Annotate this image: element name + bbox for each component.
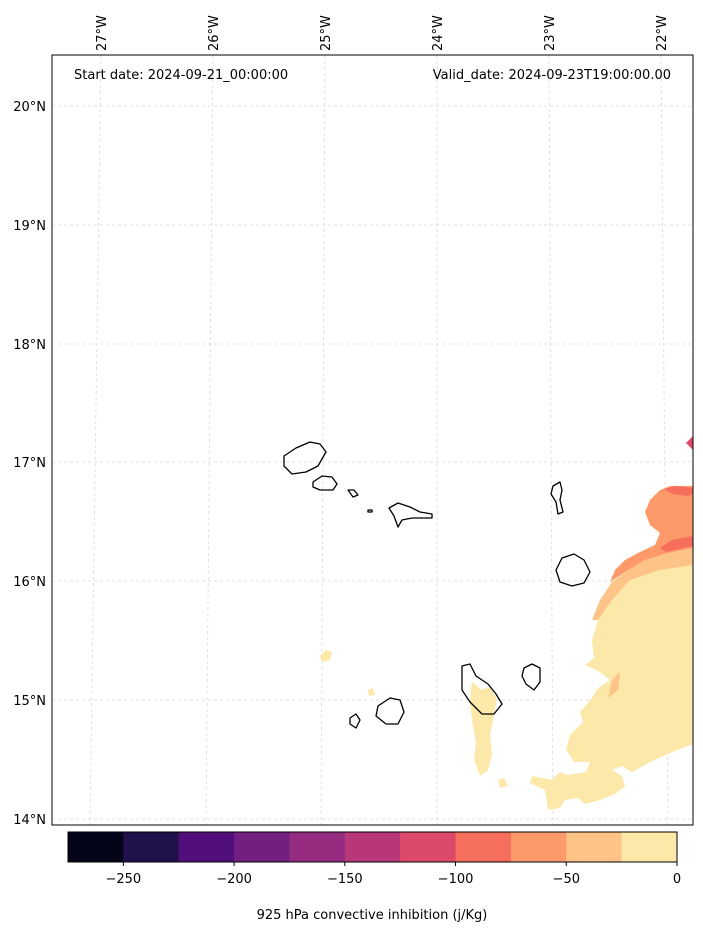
island-sal [550,481,564,515]
island-maio [521,663,541,691]
latitude-labels: 20°N 19°N 18°N 17°N 16°N 15°N 14°N [13,100,46,828]
lon-label-23w: 23°W [543,15,558,51]
island-raso [367,509,373,513]
cin-region-0-to-25-c [470,682,497,776]
cin-region-100-to-125 [686,436,693,450]
colorbar-tick-label: 0 [673,872,681,887]
colorbar-cell [178,832,235,862]
lon-label-26w: 26°W [207,15,222,51]
meridian-26w [205,54,214,826]
lat-label-17n: 17°N [13,456,46,471]
island-santa-luzia [347,489,359,498]
map-background [52,55,693,825]
lat-label-14n: 14°N [13,813,46,828]
island-boa-vista [555,553,591,587]
meridian-27w [89,54,102,826]
cin-region-0-to-25-e [498,778,508,788]
colorbar-cell [566,832,623,862]
colorbar-tick-label: −100 [438,872,474,887]
cin-region-75-to-100 [664,486,693,496]
lon-label-24w: 24°W [431,15,446,51]
colorbar-tick-label: −200 [216,872,252,887]
lon-label-25w: 25°W [319,15,334,51]
colorbar-cell [621,832,678,862]
cin-field [320,436,693,810]
longitude-labels: 27°W 26°W 25°W 24°W 23°W 22°W [95,15,670,51]
colorbar-tick-label: −50 [553,872,580,887]
gridlines [52,54,693,826]
lon-label-27w: 27°W [95,15,110,51]
meridian-25w [320,54,326,826]
lat-label-15n: 15°N [13,694,46,709]
cin-region-25-to-50-b [608,672,620,698]
island-santiago [461,663,503,715]
colorbar-tick-label: −150 [327,872,363,887]
colorbar-cell [123,832,180,862]
lat-label-16n: 16°N [13,575,46,590]
lat-label-18n: 18°N [13,338,46,353]
colorbar-cell [68,832,124,862]
colorbar-ticks: −250 −200 −150 −100 −50 0 [106,862,681,887]
colorbar-cell [234,832,290,862]
cin-region-0-to-25-d [320,650,332,662]
map-panel: Start date: 2024-09-21_00:00:00 Valid_da… [51,54,694,826]
colorbar-cells [68,832,678,862]
colorbar-tick-label: −250 [106,872,142,887]
colorbar-cell [455,832,512,862]
meridian-22w [660,54,669,826]
island-sao-vicente [312,475,338,491]
colorbar-frame [67,831,678,863]
lon-label-22w: 22°W [655,15,670,51]
colorbar: −250 −200 −150 −100 −50 0 925 hPa convective … [67,831,681,923]
valid-date-text: Valid_date: 2024-09-23T19:00:00.00 [433,68,671,83]
start-date-text: Start date: 2024-09-21_00:00:00 [74,68,288,83]
island-brava [349,713,361,729]
island-fogo [375,697,405,725]
island-santo-antao [283,441,327,475]
cin-region-75-to-100-b [660,536,693,552]
meridian-23w [548,54,554,826]
island-sao-nicolau [388,502,433,528]
map-frame [51,54,694,826]
colorbar-cell [289,832,346,862]
colorbar-label: 925 hPa convective inhibition (j/Kg) [257,908,488,923]
cin-region-25-to-50 [592,548,693,620]
cin-region-50-to-75 [610,486,693,582]
cin-region-0-to-25-f [368,688,375,696]
colorbar-cell [344,832,401,862]
colorbar-cell [510,832,567,862]
lat-label-20n: 20°N [13,100,46,115]
colorbar-cell [400,832,457,862]
lat-label-19n: 19°N [13,219,46,234]
coastlines [283,441,591,729]
